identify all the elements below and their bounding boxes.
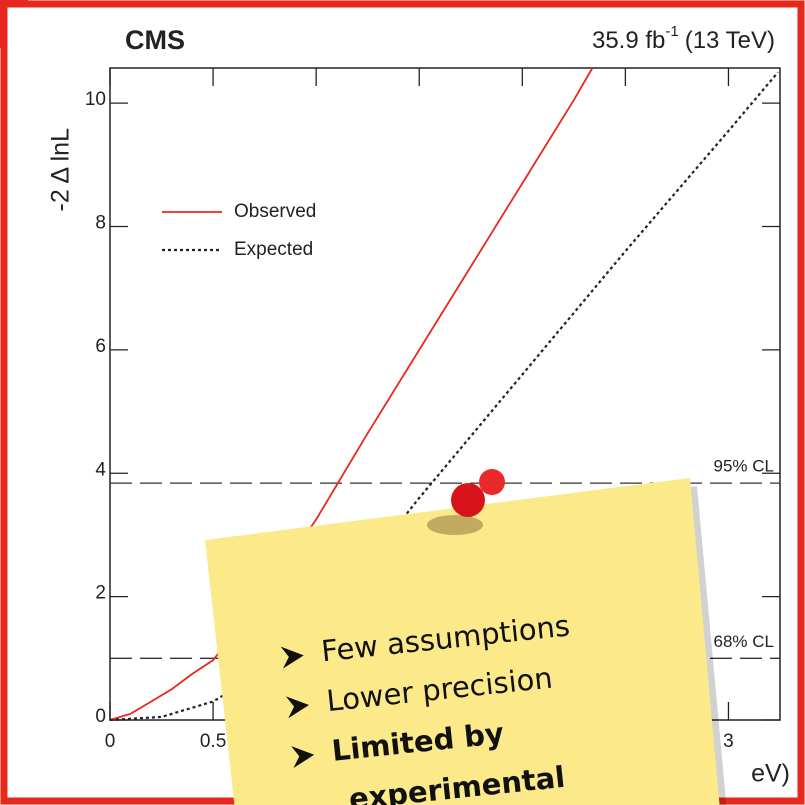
bullet-arrow — [285, 696, 309, 719]
pin-shadow — [427, 515, 483, 535]
y-tick-label: 4 — [95, 459, 106, 480]
y-tick-label: 2 — [95, 583, 106, 604]
note-paper — [205, 478, 720, 805]
y-tick-label: 0 — [95, 706, 106, 727]
x-tick-label: 0 — [105, 731, 116, 752]
bullet-arrow — [280, 646, 304, 669]
x-tick-label: 3 — [723, 731, 734, 752]
cl-label: 68% CL — [714, 632, 774, 651]
lumi-exponent: -1 — [665, 23, 678, 40]
legend-label: Observed — [234, 201, 316, 222]
energy: (13 TeV) — [685, 27, 775, 54]
y-tick-label: 10 — [85, 89, 106, 110]
pin-head — [451, 483, 485, 517]
y-tick-label: 6 — [95, 336, 106, 357]
x-tick-label: 0.5 — [200, 731, 226, 752]
lumi: 35.9 fb — [592, 27, 665, 54]
y-axis-title: -2 Δ lnL — [47, 128, 75, 212]
legend-label: Expected — [234, 239, 313, 260]
experiment-label: CMS — [125, 25, 185, 55]
cl-label: 95% CL — [714, 457, 774, 476]
x-axis-title: eV) — [751, 760, 790, 788]
pin-top — [479, 469, 505, 495]
y-tick-label: 8 — [95, 213, 106, 234]
bullet-arrow — [291, 746, 315, 769]
lumi-label: 35.9 fb-1 (13 TeV) — [592, 23, 775, 54]
